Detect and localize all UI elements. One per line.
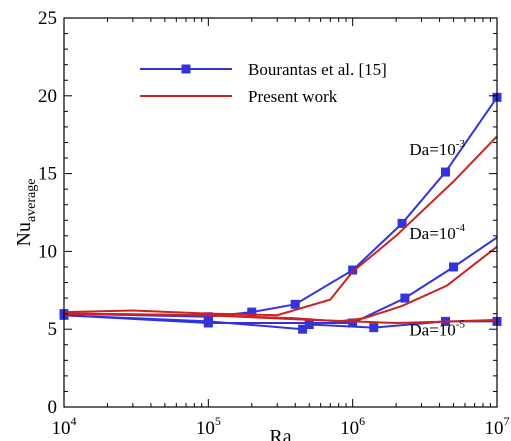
annotations: Da=10-3Da=10-4Da=10-5 xyxy=(409,138,465,339)
x-tick-label: 106 xyxy=(340,414,365,439)
annotation-exponent: -3 xyxy=(456,138,466,150)
data-point-marker xyxy=(369,323,379,333)
x-axis-title: Ra xyxy=(269,426,291,441)
data-point-marker xyxy=(304,320,314,330)
x-tick-label: 104 xyxy=(52,414,77,439)
series-layer xyxy=(59,92,502,334)
y-axis-title-main: Nu xyxy=(13,222,35,246)
y-tick-label: 25 xyxy=(38,8,57,29)
x-tick-label: 105 xyxy=(196,414,221,439)
data-point-marker xyxy=(348,265,358,275)
x-tick-label-base: 10 xyxy=(485,418,504,439)
y-tick-label: 0 xyxy=(48,397,58,418)
annotation-base: Da=10 xyxy=(409,224,455,243)
data-point-marker xyxy=(449,262,459,272)
data-point-marker xyxy=(400,293,410,303)
x-tick-label: 107 xyxy=(485,414,510,439)
annotation-label: Da=10-4 xyxy=(409,222,465,243)
legend-entry: Bourantas et al. [15] xyxy=(140,60,387,79)
annotation-label: Da=10-5 xyxy=(409,318,465,339)
x-tick-label-base: 10 xyxy=(340,418,359,439)
y-tick-label: 10 xyxy=(38,241,57,262)
plot-frame xyxy=(63,17,498,408)
legend-swatch-marker xyxy=(181,64,191,74)
x-tick-label-base: 10 xyxy=(52,418,71,439)
annotation-exponent: -5 xyxy=(456,318,466,330)
annotation-base: Da=10 xyxy=(409,320,455,339)
legend-label: Present work xyxy=(248,87,338,106)
series-present-work-5 xyxy=(63,312,498,325)
legend: Bourantas et al. [15] Present work xyxy=(140,60,387,106)
series-line xyxy=(63,236,498,324)
data-point-marker xyxy=(348,318,358,328)
data-point-marker xyxy=(203,316,213,326)
y-axis-title-subscript: average xyxy=(24,179,39,223)
x-tick-label-exponent: 4 xyxy=(71,414,77,428)
series-bourantas-0 xyxy=(59,92,502,322)
y-axis-title: Nuaverage xyxy=(13,179,39,247)
data-point-marker xyxy=(397,218,407,228)
x-tick-label-exponent: 5 xyxy=(215,414,221,428)
annotation-exponent: -4 xyxy=(456,222,466,234)
data-point-marker xyxy=(247,307,257,317)
x-tick-label-exponent: 7 xyxy=(504,414,510,428)
series-line xyxy=(63,135,498,317)
y-tick-label: 15 xyxy=(38,164,57,185)
y-tick-label: 20 xyxy=(38,86,57,107)
data-point-marker xyxy=(441,167,451,177)
x-tick-label-exponent: 6 xyxy=(359,414,365,428)
data-point-marker xyxy=(203,312,213,322)
series-line xyxy=(63,312,498,325)
annotation-base: Da=10 xyxy=(409,140,455,159)
legend-label: Bourantas et al. [15] xyxy=(248,60,387,79)
legend-entry: Present work xyxy=(140,87,338,106)
series-line xyxy=(63,96,498,318)
series-present-work-3 xyxy=(63,135,498,317)
data-point-marker xyxy=(290,299,300,309)
annotation-label: Da=10-3 xyxy=(409,138,465,159)
x-tick-label-base: 10 xyxy=(196,418,215,439)
labels-layer: Ra Nuaverage xyxy=(13,179,292,441)
data-point-marker xyxy=(298,324,308,334)
y-tick-label: 5 xyxy=(48,319,58,340)
